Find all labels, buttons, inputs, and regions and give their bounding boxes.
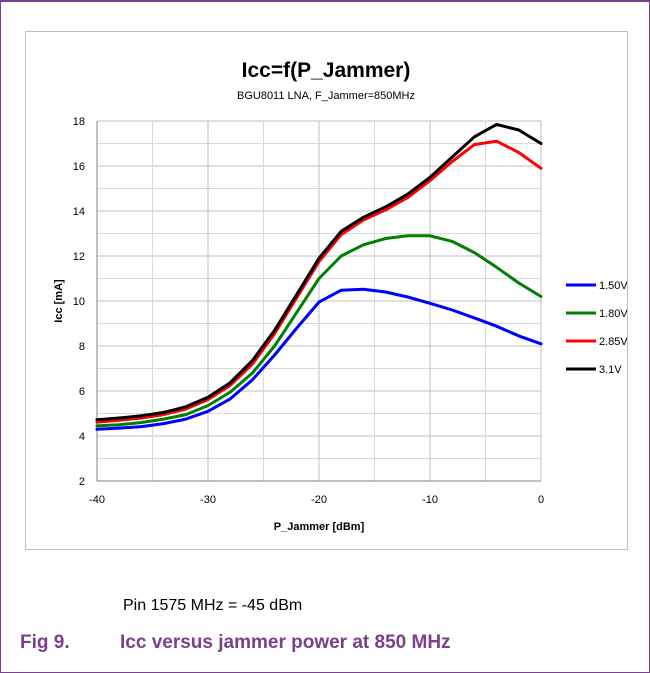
x-tick-label: -30 xyxy=(200,494,216,506)
series-line-3.1V xyxy=(95,122,543,422)
y-tick-label: 16 xyxy=(73,161,85,173)
line-chart: 2 4 6 8 10 12 14 16 18 -40 -30 -20 -10 0 Icc=f(P_Jamme… xyxy=(53,59,627,533)
legend-label: 1.50V xyxy=(599,280,627,292)
series-line-1.80V xyxy=(95,234,543,428)
y-tick-label: 14 xyxy=(73,206,85,218)
y-tick-label: 12 xyxy=(73,251,85,263)
y-tick-label: 18 xyxy=(73,116,85,128)
legend-label: 1.80V xyxy=(599,308,627,320)
y-tick-label: 4 xyxy=(79,431,85,443)
legend-label: 2.85V xyxy=(599,336,627,348)
x-tick-label: -10 xyxy=(422,494,438,506)
series-line-1.50V xyxy=(95,287,543,431)
x-tick-label: -40 xyxy=(89,494,105,506)
figure-label: Fig 9. xyxy=(20,632,70,653)
series-line-2.85V xyxy=(95,139,543,424)
chart-title: Icc=f(P_Jammer) xyxy=(242,59,411,82)
x-axis-label: P_Jammer [dBm] xyxy=(274,521,365,533)
y-tick-label: 8 xyxy=(79,341,85,353)
y-tick-label: 10 xyxy=(73,296,85,308)
figure-title: Icc versus jammer power at 850 MHz xyxy=(120,632,451,653)
chart-subtitle: BGU8011 LNA, F_Jammer=850MHz xyxy=(237,90,415,102)
legend-label: 3.1V xyxy=(599,364,622,376)
x-tick-label: 0 xyxy=(538,494,544,506)
figure-note: Pin 1575 MHz = -45 dBm xyxy=(123,597,303,614)
x-tick-label: -20 xyxy=(311,494,327,506)
chart-area: 2 4 6 8 10 12 14 16 18 -40 -30 -20 -10 0 Icc=f(P_Jamme… xyxy=(25,31,628,550)
y-axis-label: Icc [mA] xyxy=(53,279,65,323)
y-tick-label: 6 xyxy=(79,386,85,398)
y-tick-label: 2 xyxy=(79,476,85,488)
